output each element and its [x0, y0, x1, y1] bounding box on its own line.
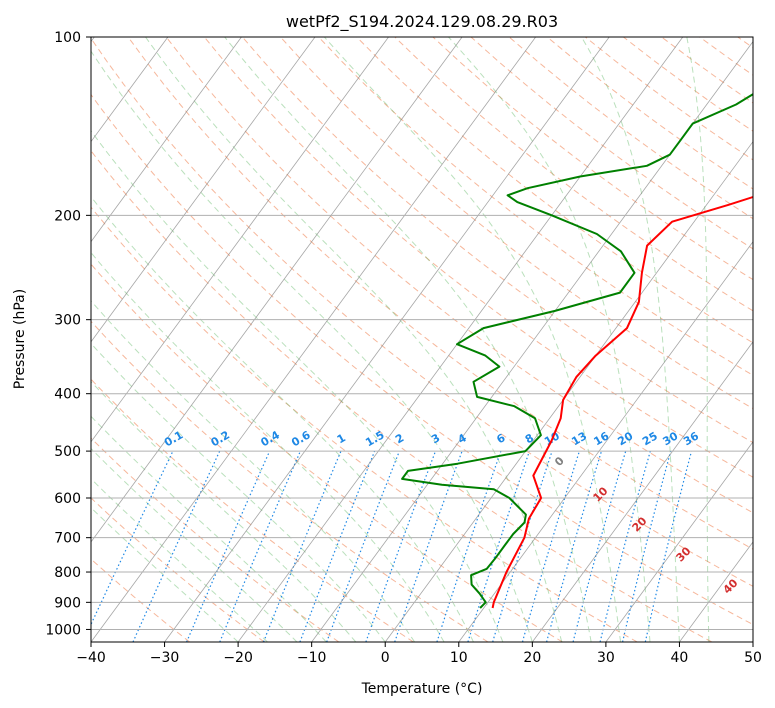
- isotherm-line: [164, 37, 610, 642]
- profile-lines: [401, 93, 753, 609]
- y-axis-label: Pressure (hPa): [12, 289, 28, 389]
- y-tick-label: 500: [54, 444, 81, 460]
- isotherm-line: [91, 37, 463, 543]
- dry-adiabat-line: [318, 37, 753, 376]
- moist-adiabat-line: [91, 415, 327, 642]
- moist-adiabat-line: [581, 37, 680, 642]
- dry-adiabat-line: [91, 93, 753, 626]
- dry-adiabat-line: [165, 37, 753, 514]
- x-tick-label: 30: [597, 650, 615, 666]
- moist-adiabat-line: [91, 380, 357, 642]
- mixing-ratio-line: [436, 450, 502, 642]
- x-tick-label: 50: [744, 650, 762, 666]
- y-tick-label: 1000: [45, 622, 81, 638]
- x-tick-label: −30: [150, 650, 180, 666]
- mixing-ratio-line: [219, 450, 301, 642]
- isotherm-line: [458, 241, 753, 642]
- moist-adiabat-line: [145, 37, 563, 642]
- mixing-ratio-line: [492, 450, 553, 642]
- dry-adiabat-line: [91, 206, 638, 642]
- dry-adiabat-line: [91, 150, 713, 642]
- x-tick-label: −20: [223, 650, 253, 666]
- y-tick-label: 300: [54, 313, 81, 329]
- moist-adiabat-line: [91, 300, 416, 642]
- background-lines: [91, 37, 753, 642]
- moist-adiabat-line: [91, 342, 386, 642]
- isotherm-line: [605, 441, 753, 642]
- moist-adiabat-line: [224, 37, 592, 642]
- moist-adiabat-line: [91, 50, 533, 642]
- x-tick-label: 0: [381, 650, 390, 666]
- x-tick-label: −10: [297, 650, 327, 666]
- y-tick-label: 400: [54, 387, 81, 403]
- y-tick-label: 600: [54, 491, 81, 507]
- x-tick-label: −40: [76, 650, 106, 666]
- y-tick-label: 800: [54, 565, 81, 581]
- isotherm-line: [91, 37, 389, 443]
- mixing-ratio-line: [299, 450, 376, 642]
- x-tick-label: 40: [671, 650, 689, 666]
- moist-adiabat-line: [324, 37, 622, 642]
- dewpoint-profile-line: [401, 93, 753, 609]
- mixing-ratio-line: [572, 450, 627, 642]
- plot-frame: [90, 36, 754, 643]
- isotherm-line: [91, 37, 536, 642]
- moist-adiabat-line: [91, 506, 239, 642]
- isotherm-line: [532, 341, 753, 642]
- mixing-ratio-line: [365, 450, 437, 642]
- y-tick-label: 200: [54, 208, 81, 224]
- y-tick-label: 700: [54, 531, 81, 547]
- isotherm-line: [237, 37, 684, 642]
- dry-adiabat-line: [394, 37, 753, 312]
- mixing-ratio-line: [467, 450, 530, 642]
- mixing-ratio-line: [622, 450, 672, 642]
- mixing-ratio-line: [546, 450, 603, 642]
- dry-adiabat-line: [91, 37, 753, 587]
- y-tick-label: 100: [54, 30, 81, 46]
- mixing-ratio-line: [599, 450, 651, 642]
- x-tick-label: 10: [450, 650, 468, 666]
- isotherm-line: [91, 37, 316, 343]
- y-tick-label: 900: [54, 595, 81, 611]
- isotherm-line: [91, 37, 169, 143]
- mixing-ratio-line: [521, 450, 580, 642]
- isotherm-line: [91, 37, 242, 243]
- x-tick-label: 20: [523, 650, 541, 666]
- temperature-profile-line: [491, 195, 753, 609]
- mixing-ratio-line: [326, 450, 400, 642]
- isotherm-line: [384, 140, 753, 642]
- dry-adiabat-label: -10: [69, 415, 92, 438]
- moist-adiabat-line: [91, 478, 268, 642]
- chart-title: wetPf2_S194.2024.129.08.29.R03: [286, 12, 558, 32]
- dry-adiabat-line: [91, 378, 414, 642]
- dry-adiabat-line: [356, 37, 753, 344]
- x-axis-label: Temperature (°C): [361, 681, 483, 697]
- plot-background: [91, 37, 753, 642]
- isotherm-line: [752, 641, 753, 642]
- mixing-ratio-line: [186, 450, 271, 642]
- moist-adiabat-line: [448, 37, 651, 642]
- moist-adiabat-line: [91, 447, 298, 642]
- moist-adiabat-line: [686, 37, 710, 642]
- axes: −40 −30 −20 −10 0 10 20 30 40 50 100 200 300 400 500 60…: [45, 30, 762, 666]
- mixing-ratio-line: [262, 450, 342, 642]
